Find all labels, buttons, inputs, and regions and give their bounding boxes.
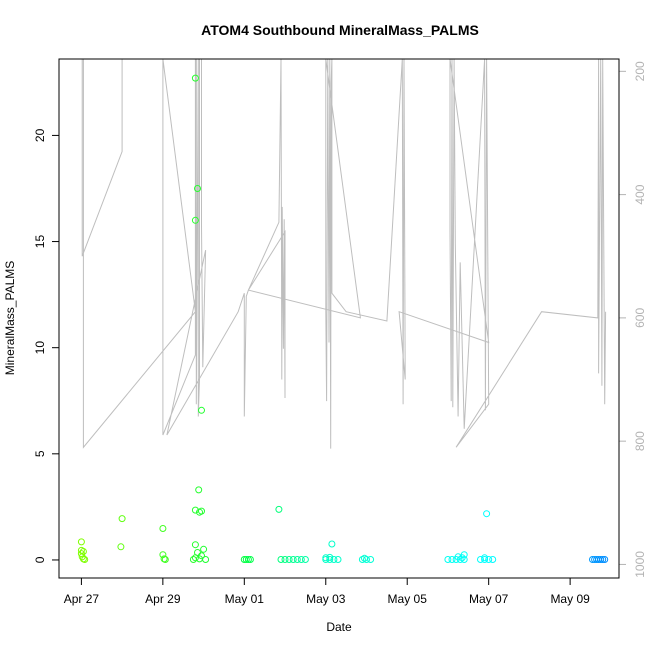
data-point [326,553,334,561]
data-point [191,554,199,562]
data-point [198,507,205,515]
data-point [81,556,89,563]
data-point [454,553,462,561]
data-point [489,556,497,563]
x-axis-label: Date [326,620,352,634]
y-tick-label: 10 [33,341,47,355]
right-axis-tick-label: 200 [633,61,647,81]
data-point [118,515,126,523]
data-point [293,556,301,563]
altitude-series-line [81,58,607,449]
y-tick-label: 5 [33,450,47,457]
right-axis-tick-label: 400 [633,184,647,204]
data-point [326,556,334,563]
data-point [301,556,309,563]
y-tick-label: 15 [33,235,47,249]
data-point [322,554,330,562]
x-tick-label: May 07 [469,592,509,606]
data-point [275,505,283,513]
x-tick-label: Apr 29 [145,592,181,606]
data-point [599,556,607,563]
data-point [481,554,489,562]
axes-layer: Apr 27 Apr 29 May 01 May 03 May 05 May 07 May … [33,61,647,606]
plot-frame [58,58,620,579]
data-point [79,548,87,555]
data-point [334,556,342,563]
data-point [444,556,452,563]
data-point [477,556,484,563]
right-axis-tick-label: 600 [633,308,647,328]
altitude-line-layer [81,58,607,449]
data-point [246,556,254,563]
data-point [77,538,85,546]
data-point [189,556,197,563]
right-axis-tick-label: 800 [633,431,647,451]
data-point [244,556,252,563]
data-point [458,554,466,562]
data-point [367,556,375,563]
data-point [601,556,609,563]
data-point [194,185,201,192]
x-tick-label: Apr 27 [64,592,100,606]
x-tick-label: May 01 [225,592,265,606]
data-point [159,525,167,532]
data-point [191,74,199,82]
chart-title: ATOM4 Southbound MineralMass_PALMS [201,22,479,38]
x-tick-label: May 05 [388,592,428,606]
data-point [202,556,210,563]
data-point [117,543,125,551]
data-point [191,216,199,224]
y-tick-label: 20 [33,128,47,142]
points-layer [77,74,609,563]
data-point [242,556,250,563]
data-point [330,556,338,563]
data-point [297,556,305,563]
data-point [485,556,493,563]
data-point [161,556,169,563]
data-point [597,556,605,563]
data-point [200,545,208,553]
data-point [285,556,293,563]
data-point [289,556,297,563]
y-tick-label: 0 [33,556,47,563]
data-point [198,406,205,414]
data-point [483,510,491,518]
data-point [460,556,468,563]
x-tick-label: May 09 [550,592,590,606]
data-point [277,556,285,563]
data-point [328,540,336,548]
data-point [281,556,289,563]
x-tick-label: May 03 [306,592,346,606]
data-point [361,554,368,562]
data-point [195,486,203,494]
data-point [191,541,199,549]
y-axis-label: MineralMass_PALMS [3,261,17,375]
right-axis-tick-label: 1000 [633,551,647,578]
data-point [448,556,456,563]
